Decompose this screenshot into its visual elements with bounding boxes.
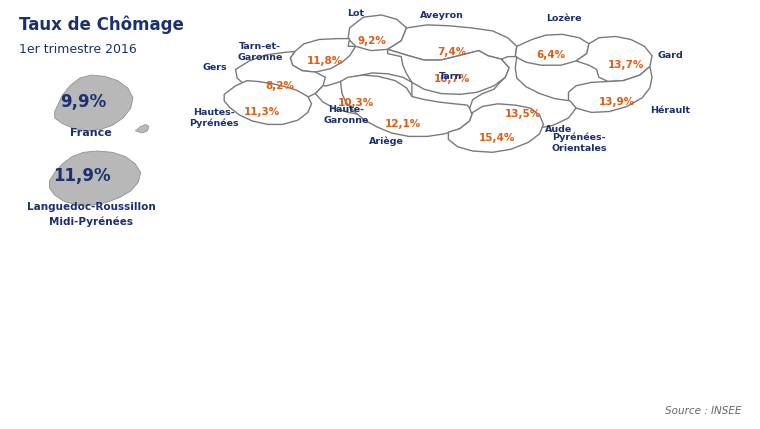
- Polygon shape: [568, 66, 652, 112]
- Text: 12,1%: 12,1%: [385, 118, 421, 129]
- Polygon shape: [55, 75, 133, 131]
- Text: Lot: Lot: [347, 9, 364, 18]
- Text: Aveyron: Aveyron: [420, 12, 464, 20]
- Text: Hautes-
Pyrénées: Hautes- Pyrénées: [189, 108, 239, 128]
- Text: Haute-
Garonne: Haute- Garonne: [323, 105, 369, 125]
- Text: 6,4%: 6,4%: [537, 50, 565, 60]
- Text: 15,4%: 15,4%: [479, 133, 515, 143]
- Text: Hérault: Hérault: [651, 106, 690, 115]
- Text: Aude: Aude: [545, 125, 572, 134]
- Text: 11,3%: 11,3%: [244, 106, 280, 117]
- Polygon shape: [515, 34, 589, 65]
- Text: 7,4%: 7,4%: [438, 47, 467, 57]
- Text: 10,3%: 10,3%: [337, 98, 374, 108]
- Polygon shape: [470, 57, 576, 130]
- Text: Tarn: Tarn: [439, 72, 462, 81]
- Text: 8,2%: 8,2%: [265, 81, 294, 91]
- Polygon shape: [576, 36, 652, 82]
- Text: 13,9%: 13,9%: [599, 97, 635, 107]
- Polygon shape: [49, 151, 141, 205]
- Text: 9,9%: 9,9%: [61, 93, 106, 111]
- Polygon shape: [315, 73, 412, 115]
- Text: Gard: Gard: [657, 51, 683, 60]
- Text: 11,8%: 11,8%: [307, 56, 344, 66]
- Polygon shape: [388, 49, 509, 94]
- Polygon shape: [290, 39, 356, 72]
- Text: Lozère: Lozère: [546, 14, 581, 22]
- Polygon shape: [348, 15, 407, 51]
- Text: Taux de Chômage: Taux de Chômage: [19, 15, 184, 33]
- Polygon shape: [340, 75, 473, 136]
- Text: Source : INSEE: Source : INSEE: [665, 406, 741, 416]
- Text: 13,5%: 13,5%: [505, 109, 541, 119]
- Polygon shape: [224, 81, 312, 124]
- Text: 9,2%: 9,2%: [358, 36, 387, 46]
- Polygon shape: [135, 124, 149, 133]
- Polygon shape: [236, 51, 325, 102]
- Text: Tarn-et-
Garonne: Tarn-et- Garonne: [237, 42, 283, 62]
- Text: Languedoc-Roussillon
Midi-Pyrénées: Languedoc-Roussillon Midi-Pyrénées: [27, 202, 156, 227]
- Text: Gers: Gers: [202, 63, 226, 72]
- Text: 10,7%: 10,7%: [434, 74, 470, 85]
- Text: France: France: [71, 128, 112, 138]
- Text: Ariège: Ariège: [369, 137, 404, 146]
- Text: 1er trimestre 2016: 1er trimestre 2016: [19, 43, 137, 56]
- Text: 11,9%: 11,9%: [53, 167, 111, 185]
- Polygon shape: [448, 104, 543, 152]
- Text: Pyrénées-
Orientales: Pyrénées- Orientales: [551, 132, 607, 153]
- Text: 13,7%: 13,7%: [608, 60, 644, 70]
- Polygon shape: [388, 25, 517, 60]
